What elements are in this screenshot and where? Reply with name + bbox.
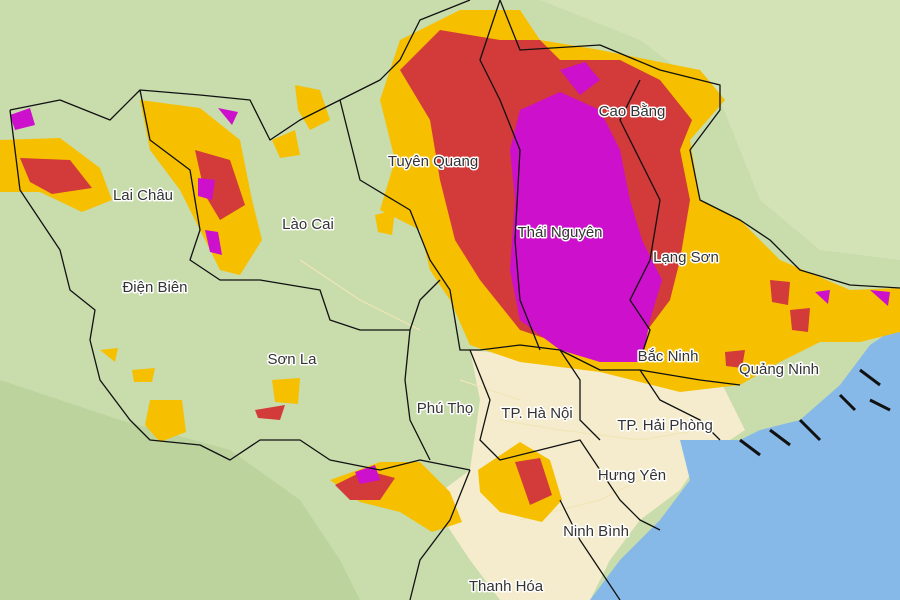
place-label: Lai Châu — [113, 187, 173, 204]
severe-area — [510, 92, 662, 362]
danger-area — [195, 150, 245, 220]
place-label: Tuyên Quang — [388, 153, 478, 170]
place-label: Thanh Hóa — [469, 578, 544, 595]
place-label: Sơn La — [267, 351, 317, 368]
severe-area — [560, 62, 600, 95]
place-label: Lạng Sơn — [653, 249, 719, 266]
islands — [739, 368, 891, 457]
severe-area — [198, 108, 238, 255]
sea — [590, 325, 900, 600]
border — [479, 0, 661, 361]
place-label: Hưng Yên — [598, 467, 666, 484]
severe-area — [815, 290, 890, 306]
danger-area — [725, 280, 810, 368]
border — [9, 109, 471, 471]
place-label: Lào Cai — [282, 216, 334, 233]
danger-area — [335, 470, 395, 500]
warning-area — [272, 85, 395, 235]
place-label: TP. Hà Nội — [501, 405, 572, 422]
danger-area — [255, 405, 285, 420]
place-label: Bắc Ninh — [638, 348, 699, 365]
place-label: Cao Bằng — [599, 103, 666, 120]
place-label: Phú Thọ — [417, 400, 473, 417]
danger-area — [515, 458, 552, 505]
land-forest — [0, 380, 360, 600]
roads — [299, 259, 701, 521]
severe-area — [355, 465, 380, 484]
danger-area — [20, 158, 92, 194]
border — [499, 0, 900, 289]
place-label: Ninh Bình — [563, 523, 629, 540]
place-label: Quảng Ninh — [739, 361, 819, 378]
delta — [430, 350, 745, 600]
place-label: Điện Biên — [122, 279, 187, 296]
warning-area — [100, 348, 300, 442]
border — [9, 0, 471, 141]
place-label: Thái Nguyên — [517, 224, 602, 241]
place-label: TP. Hải Phòng — [617, 417, 713, 434]
severe-area — [10, 108, 35, 130]
border — [404, 329, 721, 600]
